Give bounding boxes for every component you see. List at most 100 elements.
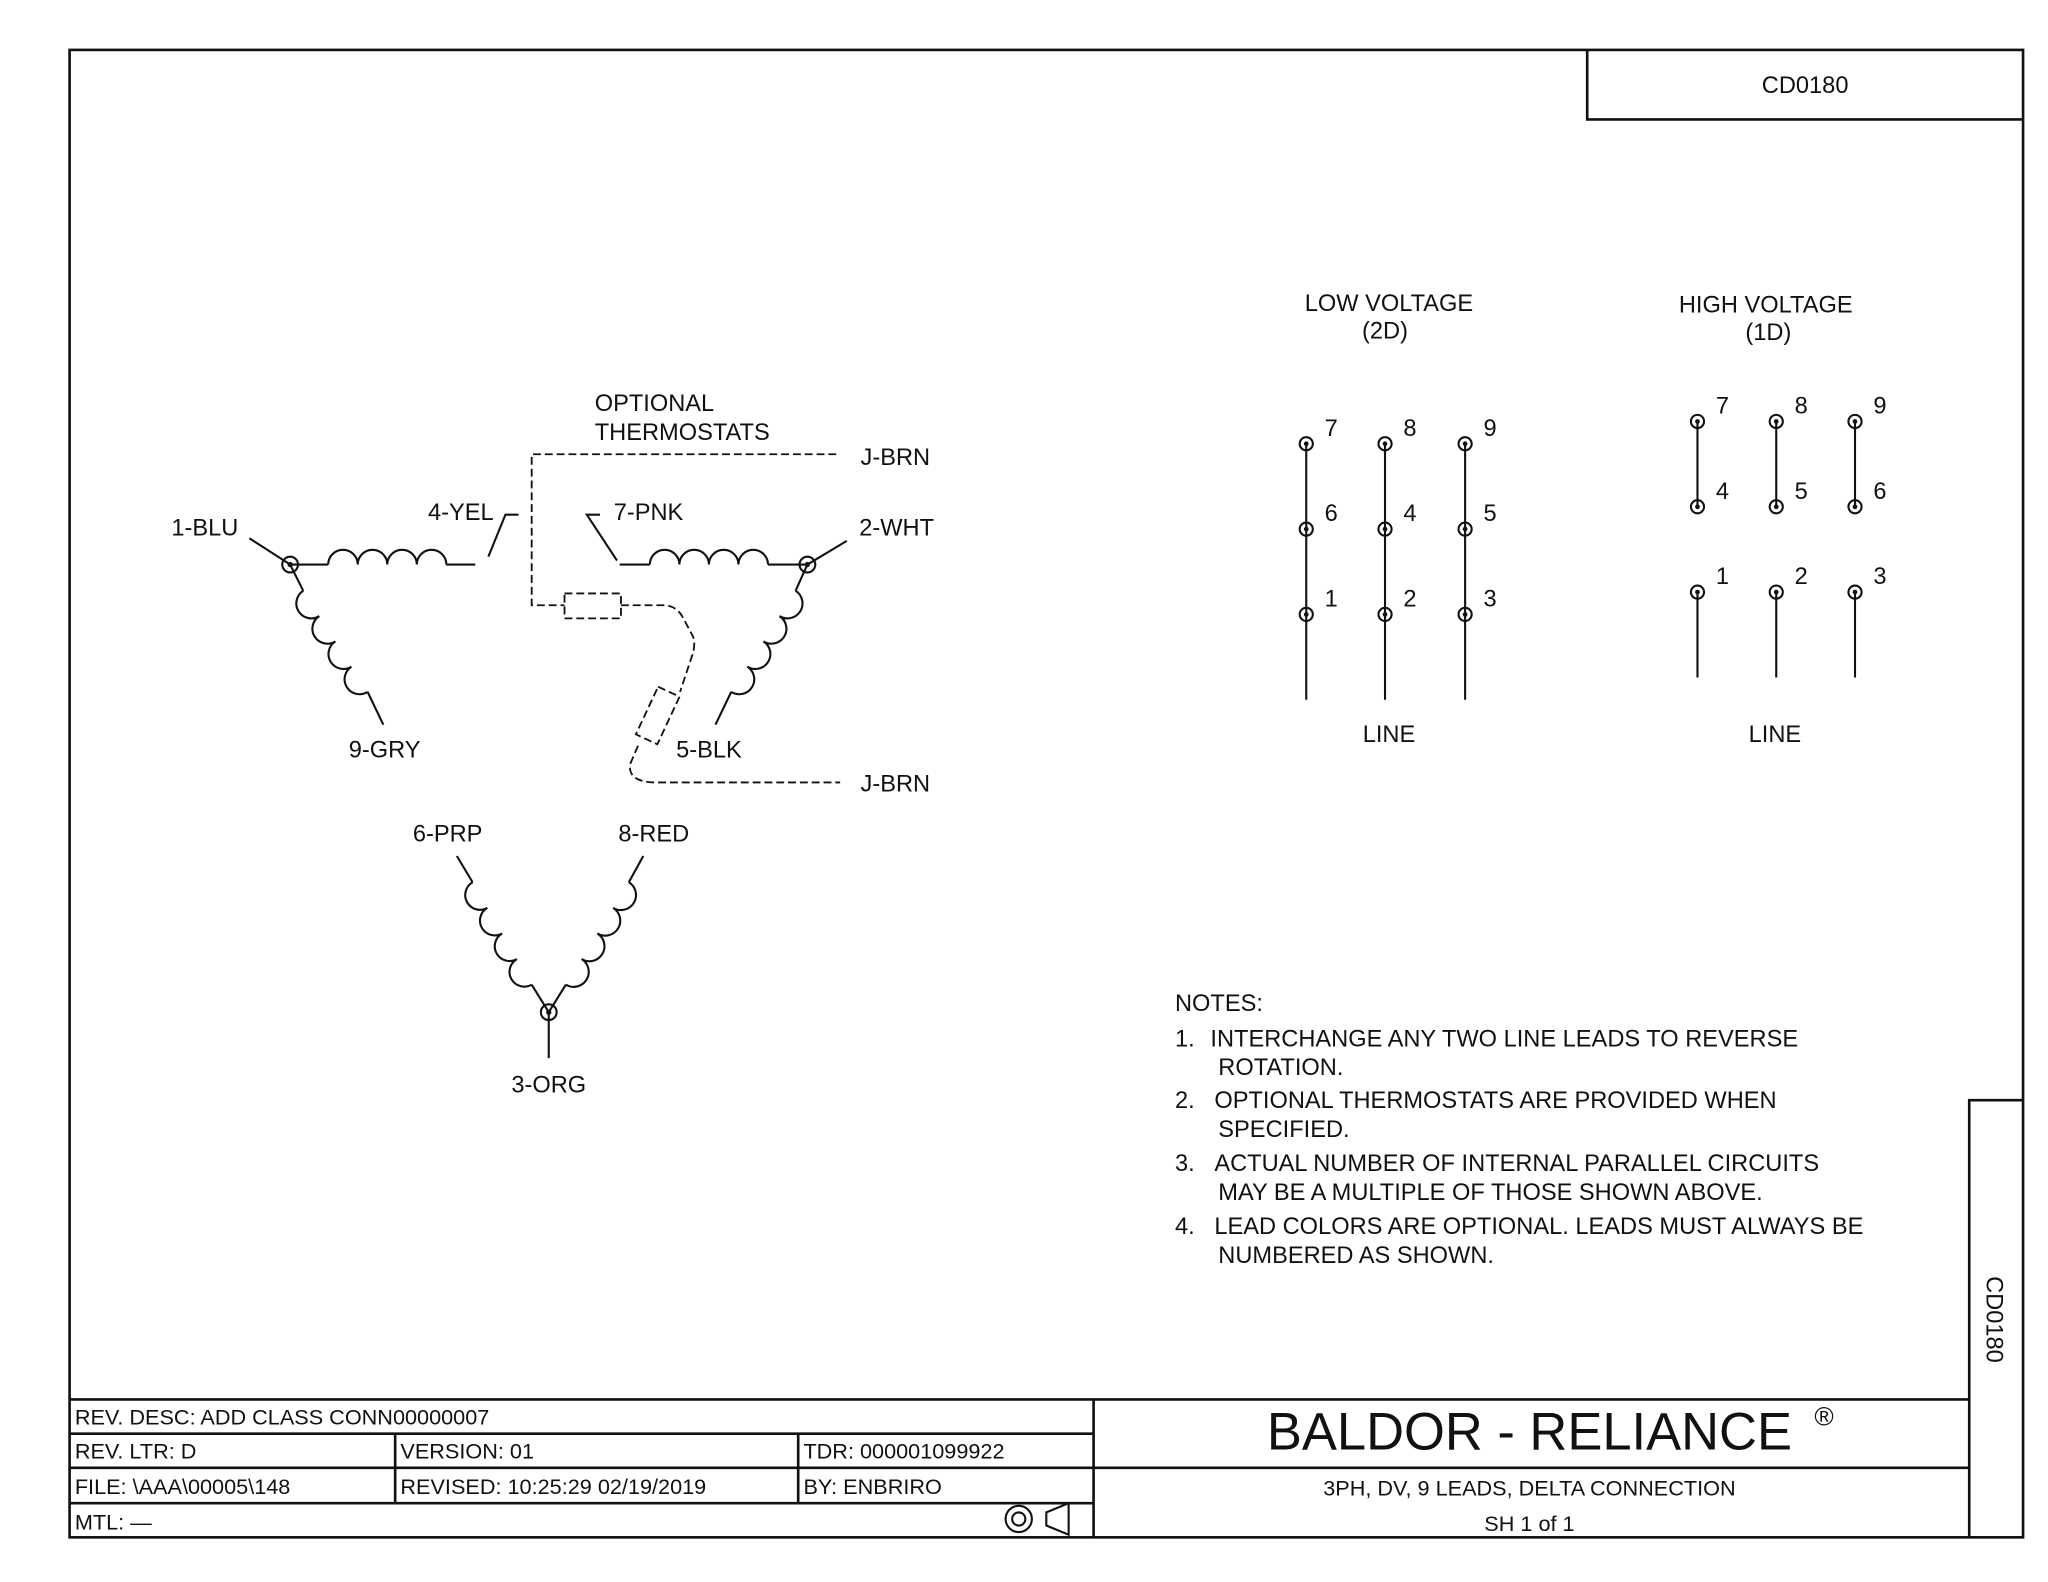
revised-date: REVISED: 10:25:29 02/19/2019 — [400, 1474, 706, 1499]
title-block: REV. DESC: ADD CLASS CONN00000007 REV. L… — [69, 1398, 1970, 1538]
tdr-number: TDR: 000001099922 — [803, 1439, 1004, 1464]
thermostats-label: THERMOSTATS — [595, 420, 770, 446]
company-name: BALDOR - RELIANCE — [1267, 1402, 1792, 1461]
rev-desc: REV. DESC: ADD CLASS CONN00000007 — [75, 1404, 489, 1429]
lead-2-wht: 2-WHT — [859, 516, 934, 542]
high-voltage-line-label: LINE — [1749, 722, 1802, 748]
low-voltage-terminal: 5 — [1457, 501, 1497, 537]
version: VERSION: 01 — [400, 1439, 534, 1464]
high-voltage-connection: HIGH VOLTAGE (1D) 7 4 1 8 5 2 9 6 3 LINE — [1679, 292, 1887, 747]
terminal-label: 6 — [1325, 501, 1338, 527]
high-voltage-terminal: 8 — [1768, 394, 1808, 430]
winding-6-3 — [464, 881, 533, 988]
lead-7-pnk: 7-PNK — [614, 500, 684, 526]
motor-windings — [295, 548, 804, 988]
terminal-label: 7 — [1325, 416, 1338, 442]
thermostat-1 — [563, 592, 622, 620]
low-voltage-terminal: 4 — [1377, 501, 1417, 537]
terminal-label: 2 — [1795, 564, 1808, 590]
terminal-label: 6 — [1873, 479, 1886, 505]
low-voltage-terminal: 1 — [1298, 587, 1338, 623]
drawing-number: CD0180 — [1762, 73, 1849, 99]
note-number: 2. — [1175, 1088, 1195, 1114]
note-text: ACTUAL NUMBER OF INTERNAL PARALLEL CIRCU… — [1214, 1151, 1819, 1177]
terminal-label: 9 — [1873, 394, 1886, 420]
note-text: SPECIFIED. — [1218, 1117, 1349, 1143]
junction-node-1 — [281, 555, 300, 574]
notes-heading: NOTES: — [1175, 991, 1263, 1017]
note-text: ROTATION. — [1218, 1055, 1343, 1081]
low-voltage-title: LOW VOLTAGE — [1305, 291, 1473, 317]
lead-8-red: 8-RED — [618, 822, 689, 848]
terminal-label: 3 — [1483, 587, 1496, 613]
low-voltage-terminal: 3 — [1457, 587, 1497, 623]
high-voltage-title: HIGH VOLTAGE — [1679, 292, 1853, 318]
lead-6-prp: 6-PRP — [413, 822, 483, 848]
thermostat-2 — [634, 685, 681, 746]
side-number-box — [1967, 1098, 2024, 1538]
optional-label: OPTIONAL — [595, 391, 714, 417]
terminal-label: 7 — [1716, 394, 1729, 420]
thermostat-wiring — [530, 453, 841, 784]
winding-1-4 — [327, 548, 448, 565]
lead-1-blu: 1-BLU — [171, 516, 238, 542]
low-voltage-line-label: LINE — [1363, 722, 1416, 748]
note-text: OPTIONAL THERMOSTATS ARE PROVIDED WHEN — [1214, 1088, 1776, 1114]
high-voltage-terminal: 4 — [1689, 479, 1729, 515]
notes: NOTES: 1. INTERCHANGE ANY TWO LINE LEADS… — [1175, 991, 1863, 1269]
material: MTL: — — [75, 1509, 152, 1534]
terminal-label: 2 — [1403, 587, 1416, 613]
revised-by: BY: ENBRIRO — [803, 1474, 941, 1499]
terminal-label: 1 — [1716, 564, 1729, 590]
lead-wires — [248, 513, 848, 1059]
drawing-number-box — [1585, 49, 2024, 121]
file-path: FILE: \AAA\00005\148 — [75, 1474, 291, 1499]
sheet-number: SH 1 of 1 — [1484, 1511, 1574, 1536]
note-number: 1. — [1175, 1026, 1195, 1052]
terminal-label: 8 — [1403, 416, 1416, 442]
terminal-label: 5 — [1795, 479, 1808, 505]
winding-8-3 — [565, 881, 637, 988]
junction-node-2 — [798, 555, 817, 574]
terminal-label: 1 — [1325, 587, 1338, 613]
lead-5-blk: 5-BLK — [676, 738, 742, 764]
high-voltage-terminal: 1 — [1689, 564, 1729, 600]
note-item: 4. LEAD COLORS ARE OPTIONAL. LEADS MUST … — [1175, 1214, 1863, 1269]
lead-j-brn-bottom: J-BRN — [861, 772, 931, 798]
low-voltage-terminal: 2 — [1377, 587, 1417, 623]
terminal-label: 3 — [1873, 564, 1886, 590]
high-voltage-lines — [1696, 421, 1857, 678]
title-block-grid — [69, 1398, 1970, 1538]
high-voltage-terminal: 2 — [1768, 564, 1808, 600]
junction-node-3 — [539, 1003, 558, 1022]
high-voltage-terminal: 3 — [1847, 564, 1887, 600]
high-voltage-terminal: 5 — [1768, 479, 1808, 515]
note-text: LEAD COLORS ARE OPTIONAL. LEADS MUST ALW… — [1214, 1214, 1863, 1240]
note-text: NUMBERED AS SHOWN. — [1218, 1243, 1494, 1269]
rev-ltr: REV. LTR: D — [75, 1439, 197, 1464]
lead-3-org: 3-ORG — [511, 1072, 586, 1098]
high-voltage-subtitle: (1D) — [1745, 320, 1791, 346]
note-number: 3. — [1175, 1151, 1195, 1177]
lead-j-brn-top: J-BRN — [861, 445, 931, 471]
high-voltage-terminal: 9 — [1847, 394, 1887, 430]
registered-mark: ® — [1814, 1402, 1833, 1432]
wiring-diagram: OPTIONAL THERMOSTATS J-BRN J-BRN 1-BLU 2… — [171, 391, 934, 1098]
note-item: 1. INTERCHANGE ANY TWO LINE LEADS TO REV… — [1175, 1026, 1798, 1081]
lead-9-gry: 9-GRY — [349, 738, 421, 764]
note-item: 2. OPTIONAL THERMOSTATS ARE PROVIDED WHE… — [1175, 1088, 1777, 1143]
side-drawing-number: CD0180 — [1980, 1276, 2006, 1363]
terminal-label: 9 — [1483, 416, 1496, 442]
low-voltage-terminal: 7 — [1298, 416, 1338, 452]
winding-7-2 — [648, 548, 770, 565]
projection-symbol-icon — [1004, 1501, 1070, 1537]
high-voltage-terminal: 7 — [1689, 394, 1729, 430]
low-voltage-lines — [1305, 443, 1467, 700]
lead-4-yel: 4-YEL — [428, 500, 494, 526]
note-text: INTERCHANGE ANY TWO LINE LEADS TO REVERS… — [1210, 1026, 1798, 1052]
note-number: 4. — [1175, 1214, 1195, 1240]
terminal-label: 4 — [1716, 479, 1729, 505]
low-voltage-terminal: 8 — [1377, 416, 1417, 452]
winding-2-5 — [730, 589, 804, 696]
